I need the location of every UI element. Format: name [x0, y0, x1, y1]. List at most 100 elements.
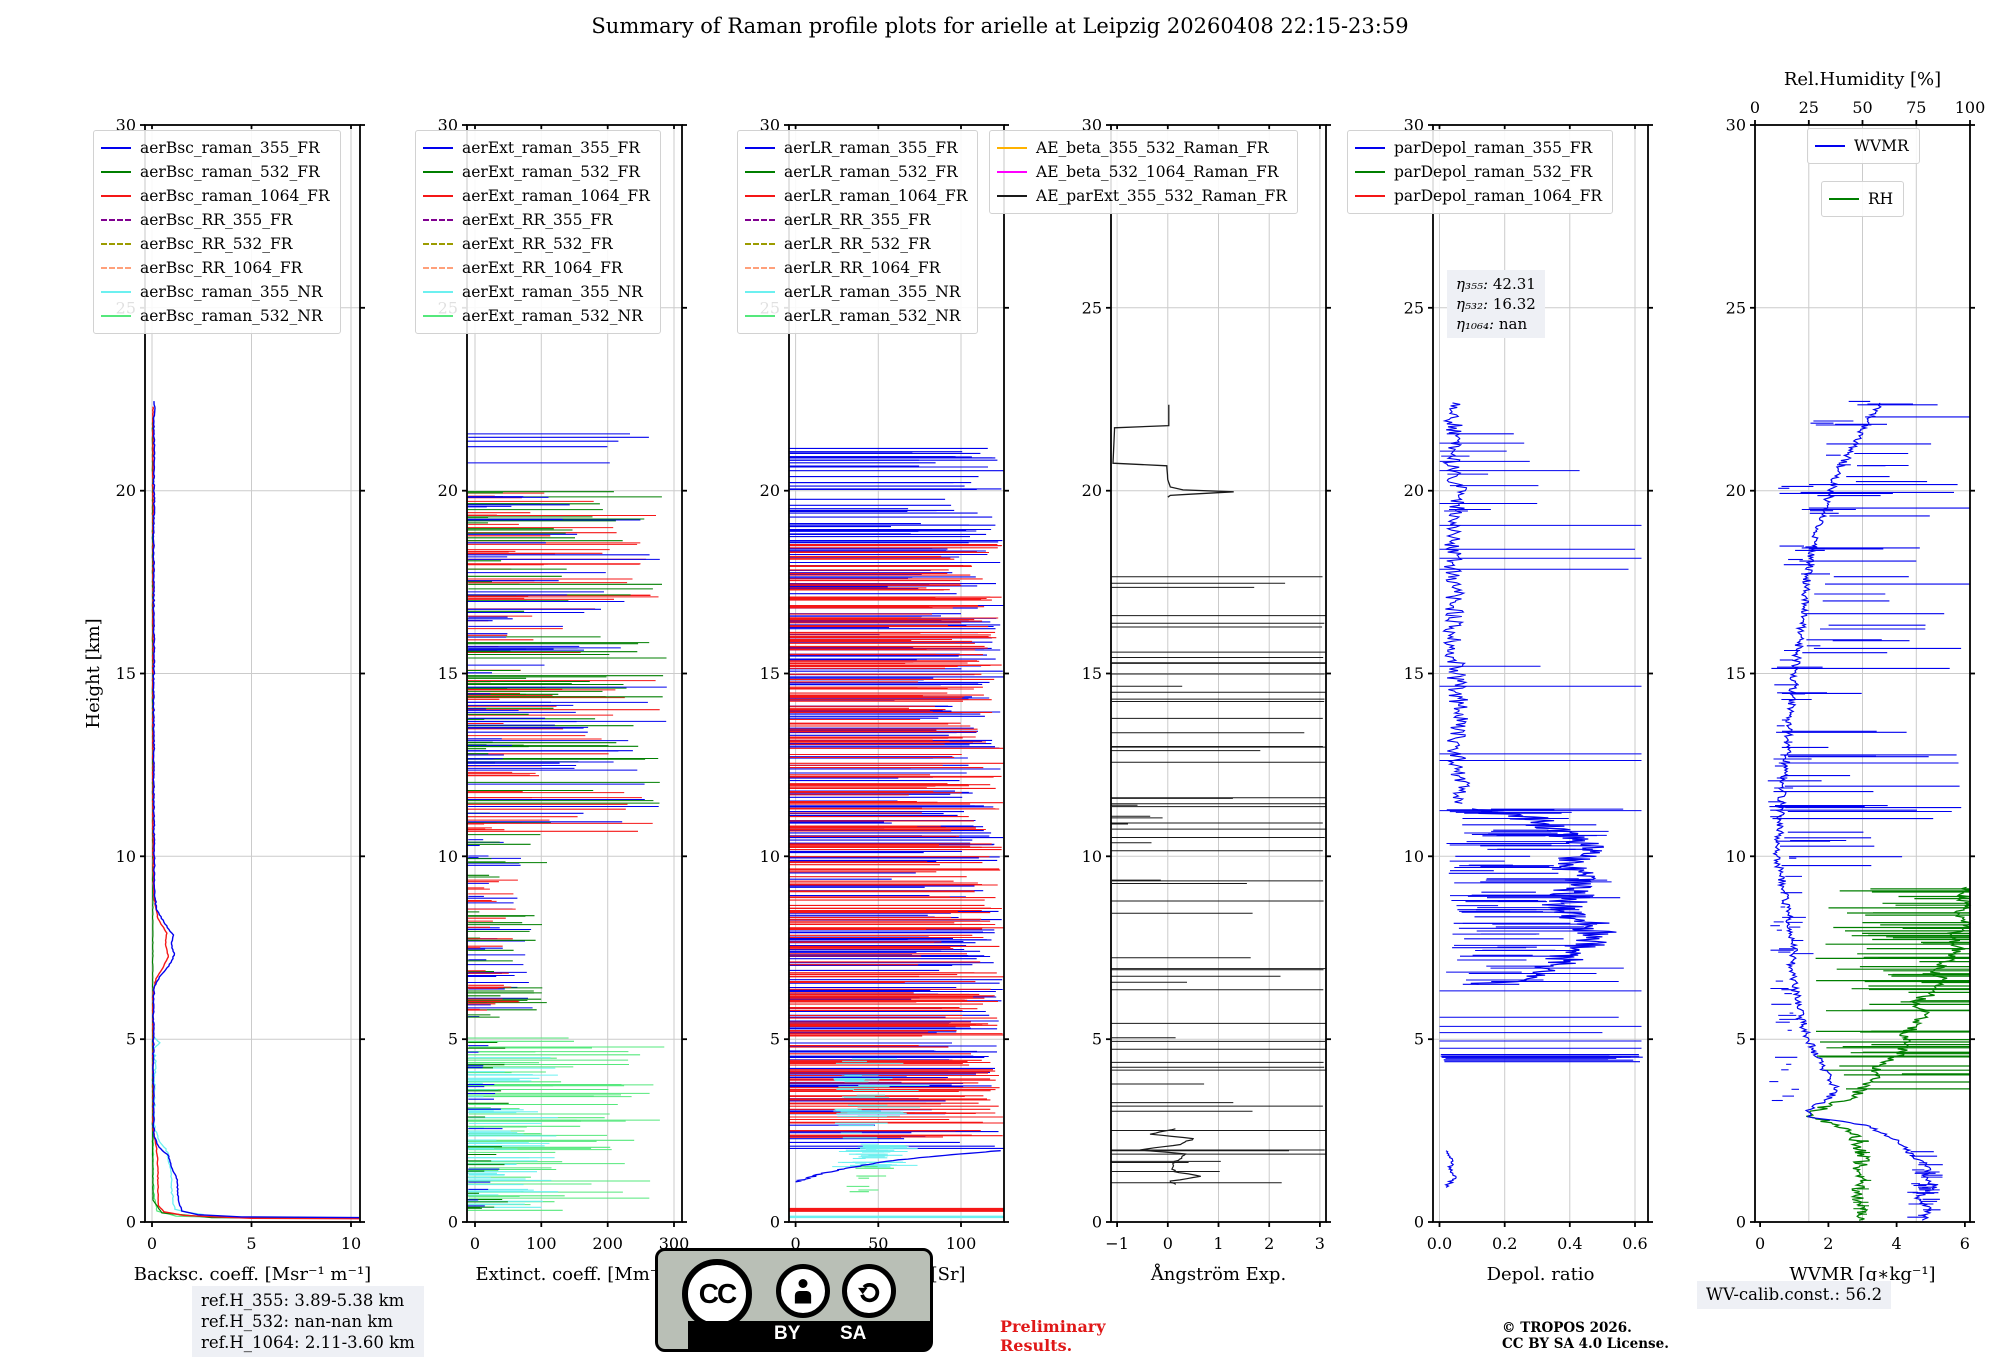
- eta-532-value: 16.32: [1492, 295, 1536, 313]
- copyright-line1: © TROPOS 2026.: [1502, 1320, 1632, 1336]
- svg-text:5: 5: [126, 1030, 136, 1049]
- cc-sa-label: SA: [840, 1323, 867, 1344]
- x-axis-label: WVMR [g∗kg⁻¹]: [1789, 1264, 1935, 1285]
- preliminary-line1: Preliminary: [1000, 1317, 1106, 1336]
- legend-label: aerLR_RR_1064_FR: [784, 259, 941, 277]
- axes-spines: [1428, 124, 1653, 1227]
- svg-text:1: 1: [1213, 1234, 1223, 1253]
- noise-band-ext-355-mid: [467, 496, 667, 823]
- svg-text:30: 30: [1726, 116, 1746, 135]
- tick-labels: 0 5 10 15 20 25 30 0.0 0.2 0.4 0.6: [1404, 116, 1648, 1254]
- legend-item: aerLR_RR_1064_FR: [745, 256, 967, 280]
- svg-text:75: 75: [1906, 98, 1926, 117]
- series-rh: [1806, 886, 1972, 1221]
- preliminary-line2: Results.: [1000, 1336, 1073, 1355]
- legend-swatch: [101, 147, 131, 149]
- noise-band-lr-1064: [789, 543, 1004, 1138]
- legend-swatch: [101, 291, 131, 293]
- svg-text:5: 5: [246, 1234, 256, 1253]
- svg-text:0: 0: [1750, 98, 1760, 117]
- eta-1064-value: nan: [1498, 315, 1528, 333]
- legend-label: aerExt_raman_1064_FR: [462, 187, 650, 205]
- copyright-line2: CC BY SA 4.0 License.: [1502, 1336, 1669, 1352]
- legend-item: aerBsc_raman_532_NR: [101, 304, 330, 328]
- noise-band-ext-355-top: [467, 433, 649, 464]
- legend-swatch: [1355, 147, 1385, 149]
- legend-item: aerLR_raman_1064_FR: [745, 184, 967, 208]
- noise-band-depol-dense-45: [1440, 1053, 1643, 1063]
- svg-text:5: 5: [1092, 1030, 1102, 1049]
- svg-text:−1: −1: [1105, 1234, 1129, 1253]
- legend-label: parDepol_raman_355_FR: [1394, 139, 1593, 157]
- legend-item: AE_beta_355_532_Raman_FR: [997, 136, 1287, 160]
- series-aerBsc_raman_355_FR: [152, 401, 360, 1219]
- series-ae-low-wiggle: [1139, 1128, 1201, 1185]
- legend-swatch: [745, 291, 775, 293]
- legend-label: aerExt_raman_532_FR: [462, 163, 640, 181]
- svg-text:10: 10: [1726, 847, 1746, 866]
- svg-text:5: 5: [1414, 1030, 1424, 1049]
- axes-spines: [784, 124, 1009, 1227]
- legend-swatch: [423, 147, 453, 149]
- legend-item: parDepol_raman_355_FR: [1355, 136, 1602, 160]
- legend-label: aerLR_RR_355_FR: [784, 211, 931, 229]
- reference-heights-annotation: ref.H_355: 3.89-5.38 km ref.H_532: nan-n…: [192, 1286, 424, 1357]
- depol-calibration-annotation: η₃₅₅: 42.31 η₅₃₂: 16.32 η₁₀₆₄: nan: [1447, 270, 1545, 338]
- legend-label: aerExt_raman_355_FR: [462, 139, 640, 157]
- legend-item: aerLR_raman_355_NR: [745, 280, 967, 304]
- svg-text:3: 3: [1315, 1234, 1325, 1253]
- noise-band-lr-532nr: [846, 1166, 894, 1193]
- copyright-note: © TROPOS 2026. CC BY SA 4.0 License.: [1502, 1320, 1669, 1352]
- legend-swatch: [423, 243, 453, 245]
- eta-1064-line: η₁₀₆₄: nan: [1456, 314, 1536, 334]
- chart-angstrom: 0 5 10 15 20 25 30 −1 0 1 2 3 Ångström Exp. AE_beta_3…: [989, 60, 1381, 1350]
- legend-swatch: [101, 171, 131, 173]
- x-axis-label: Backsc. coeff. [Msr⁻¹ m⁻¹]: [134, 1264, 371, 1285]
- legend-swatch: [101, 195, 131, 197]
- svg-text:0: 0: [791, 1234, 801, 1253]
- legend-swatch: [997, 195, 1027, 197]
- svg-text:0.0: 0.0: [1427, 1234, 1452, 1253]
- noise-band-lr-355: [789, 447, 1004, 1150]
- legend-item: aerLR_RR_532_FR: [745, 232, 967, 256]
- legend-label: aerBsc_raman_355_FR: [140, 139, 320, 157]
- legend-label: aerLR_raman_355_NR: [784, 283, 961, 301]
- legend-label: aerBsc_raman_1064_FR: [140, 187, 330, 205]
- ref-height-532: ref.H_532: nan-nan km: [201, 1312, 393, 1331]
- legend-item: aerExt_raman_1064_FR: [423, 184, 650, 208]
- legend-item: aerExt_raman_532_FR: [423, 160, 650, 184]
- chart-wvmr-rh: 0 5 10 15 20 25 30 0 2 4 6 0 25 50 75 100 WVMR [g∗kg⁻¹] R…: [1695, 60, 2000, 1350]
- legend-swatch: [423, 219, 453, 221]
- noise-band-ext-1064-low: [467, 879, 520, 1011]
- preliminary-results-note: Preliminary Results.: [1000, 1317, 1106, 1355]
- legend-item: aerExt_raman_355_FR: [423, 136, 650, 160]
- cc-by-label: BY: [774, 1323, 801, 1344]
- svg-text:0.4: 0.4: [1557, 1234, 1582, 1253]
- legend-item: aerBsc_raman_355_FR: [101, 136, 330, 160]
- svg-text:2: 2: [1264, 1234, 1274, 1253]
- noise-band-ae-full: [1111, 576, 1326, 1155]
- legend-item: WVMR: [1815, 134, 1909, 158]
- svg-text:0.6: 0.6: [1622, 1234, 1647, 1253]
- legend-swatch: [745, 171, 775, 173]
- legend-item: aerExt_raman_532_NR: [423, 304, 650, 328]
- legend-item: aerExt_RR_532_FR: [423, 232, 650, 256]
- legend-label: aerExt_RR_355_FR: [462, 211, 613, 229]
- svg-text:30: 30: [1404, 116, 1424, 135]
- cc-by-person-icon: [776, 1264, 830, 1318]
- noise-band-ae-stubs: [1111, 804, 1163, 881]
- svg-text:30: 30: [116, 116, 136, 135]
- series-wvmr: [1772, 402, 1938, 1221]
- svg-text:25: 25: [1726, 298, 1746, 317]
- legend-label: aerExt_RR_532_FR: [462, 235, 613, 253]
- legend-swatch: [423, 291, 453, 293]
- series-aerBsc_raman_355_NR: [152, 1036, 204, 1216]
- legend-item: parDepol_raman_1064_FR: [1355, 184, 1602, 208]
- legend-item: AE_parExt_355_532_Raman_FR: [997, 184, 1287, 208]
- noise-band-ext-532-low: [467, 834, 547, 1018]
- legend-box: WVMR: [1807, 128, 1920, 164]
- wv-calibration-annotation: WV-calib.const.: 56.2: [1697, 1281, 1892, 1309]
- legend-item: RH: [1829, 187, 1893, 211]
